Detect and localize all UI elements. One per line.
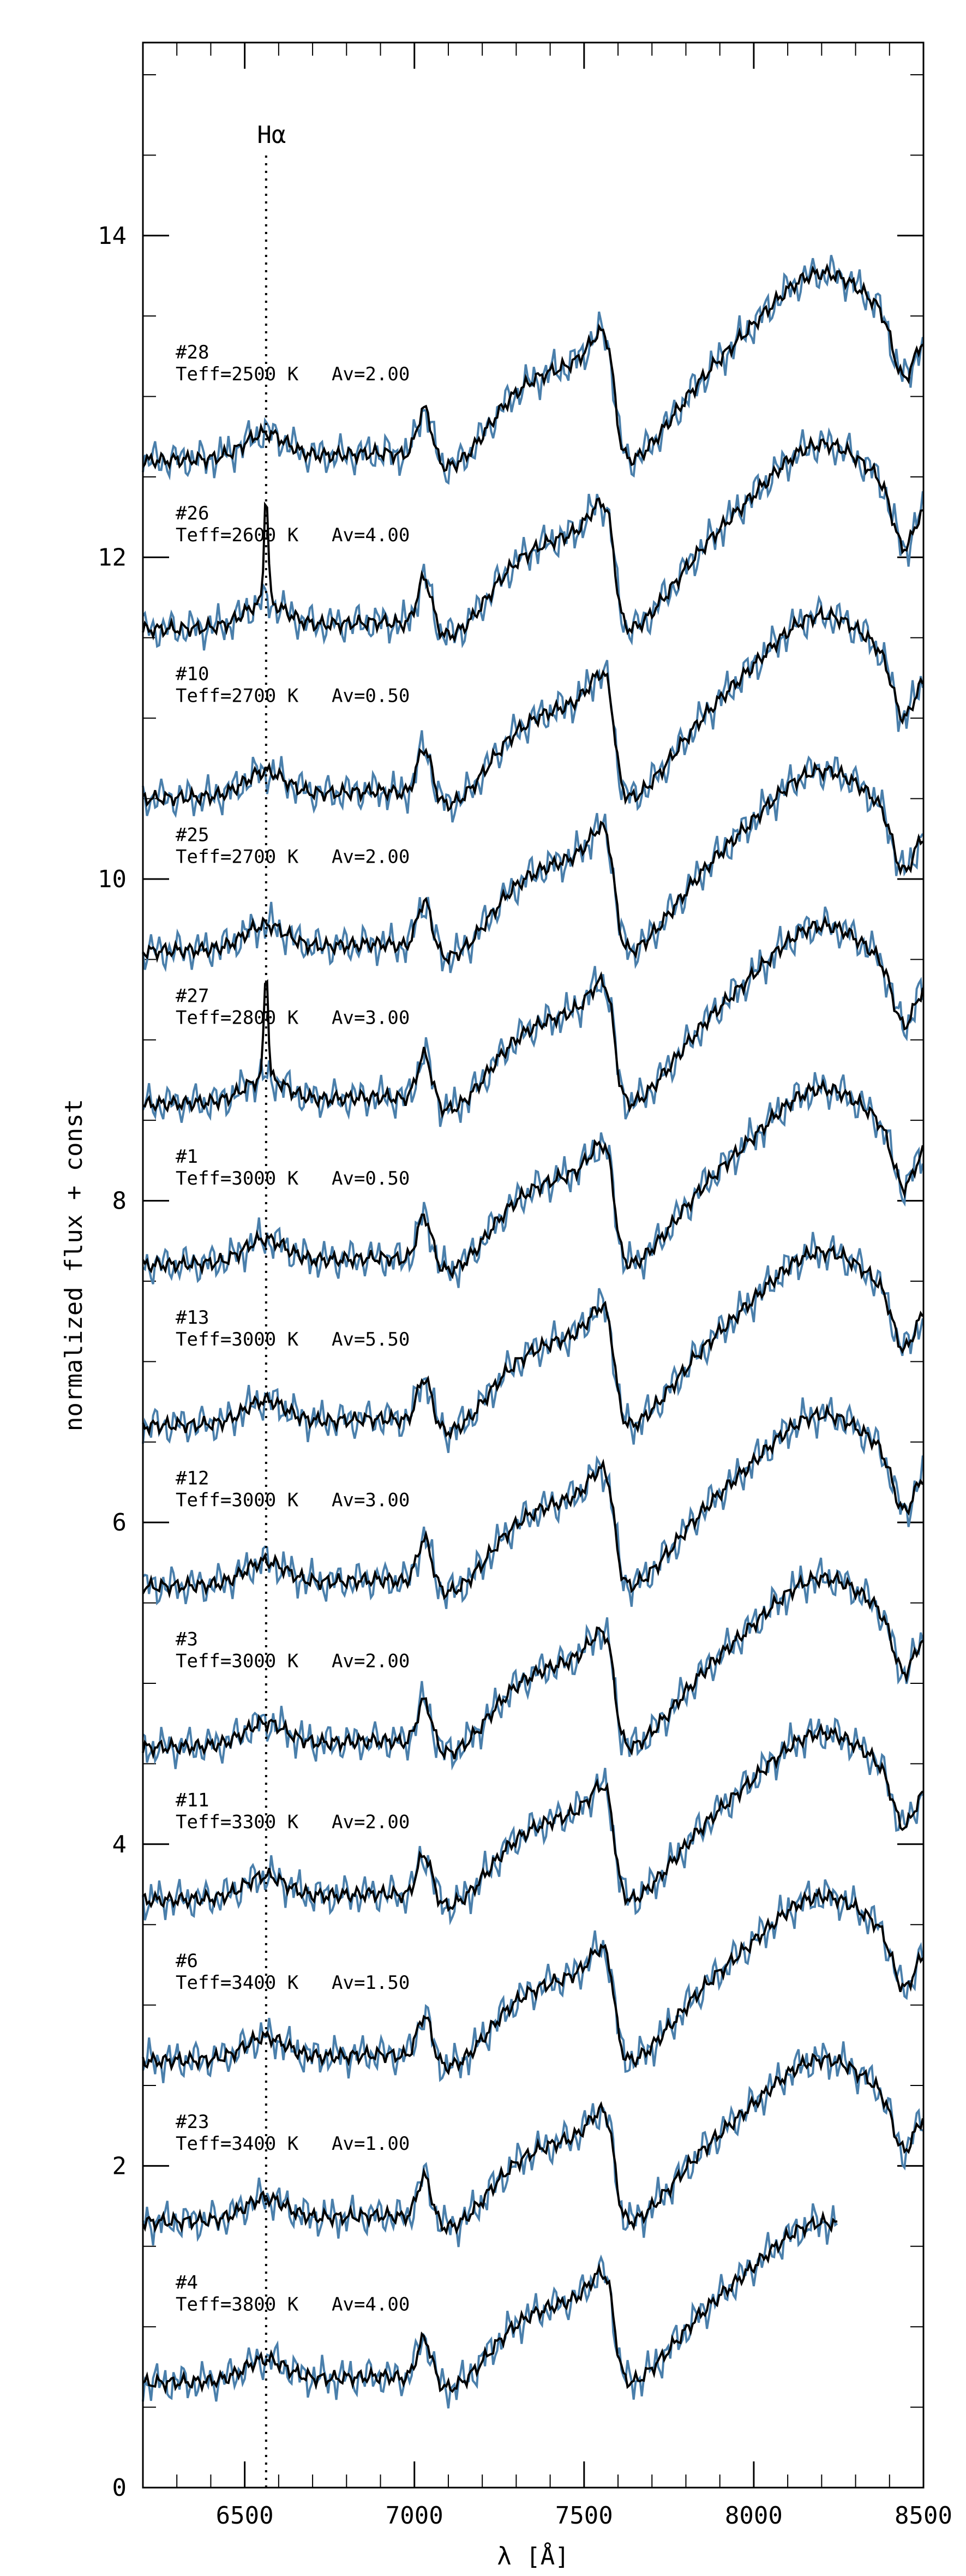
observed-spectrum-23 [142,2052,924,2236]
spectrum-id-label: #4 [176,2272,198,2294]
template-spectrum-4 [142,2203,838,2408]
spectrum-id-label: #28 [176,342,209,363]
observed-spectrum-27 [142,915,924,1119]
spectrum-teff-label: Teff=3000 K [176,1651,299,1672]
x-tick-label: 8000 [725,2502,783,2530]
observed-spectrum-4 [142,2210,838,2395]
spectrum-teff-label: Teff=3000 K [176,1329,299,1350]
spectrum-teff-label: Teff=3000 K [176,1168,299,1190]
x-tick-label: 8500 [895,2502,952,2530]
y-tick-label: 6 [112,1509,127,1537]
spectrum-id-label: #11 [176,1789,209,1811]
spectrum-av-label: Av=3.00 [332,1007,410,1029]
spectrum-av-label: Av=5.50 [332,1329,410,1350]
observed-spectrum-12 [142,1403,924,1600]
y-tick-label: 0 [112,2474,127,2502]
observed-spectrum-6 [142,1886,924,2076]
x-axis-title: λ [Å] [497,2542,569,2571]
halpha-label: Hα [257,121,286,149]
observed-spectrum-10 [142,605,924,812]
spectrum-av-label: Av=2.00 [332,846,410,868]
y-tick-label: 8 [112,1187,127,1215]
spectrum-teff-label: Teff=3400 K [176,1972,299,1994]
minor-ticks [142,43,923,2488]
x-tick-label: 7500 [555,2502,613,2530]
spectrum-teff-label: Teff=3000 K [176,1490,299,1511]
template-spectrum-10 [142,594,924,823]
spectrum-teff-label: Teff=2500 K [176,363,299,385]
spectrum-id-label: #12 [176,1468,209,1490]
observed-spectrum-13 [142,1244,924,1440]
y-tick-label: 2 [112,2152,127,2180]
spectrum-av-label: Av=2.00 [332,363,410,385]
y-tick-label: 10 [98,865,127,893]
spectrum-teff-label: Teff=3800 K [176,2294,299,2316]
spectrum-av-label: Av=0.50 [332,685,410,707]
template-spectrum-1 [142,1072,924,1288]
y-axis-title: normalized flux + const [60,1099,88,1431]
template-spectrum-25 [142,755,924,973]
y-tick-label: 14 [98,222,127,250]
y-tick-label: 4 [112,1831,127,1858]
x-tick-label: 7000 [386,2502,443,2530]
spectrum-teff-label: Teff=2700 K [176,685,299,707]
spectrum-teff-label: Teff=3400 K [176,2133,299,2155]
template-spectrum-28 [142,255,924,485]
spectrum-av-label: Av=4.00 [332,524,410,546]
spectrum-teff-label: Teff=2800 K [176,1007,299,1029]
spectrum-id-label: #26 [176,503,209,524]
observed-spectrum-3 [142,1569,924,1760]
observed-spectrum-1 [142,1078,924,1280]
spectrum-av-label: Av=1.00 [332,2133,410,2155]
spectrum-av-label: Av=1.50 [332,1972,410,1994]
template-spectrum-3 [142,1557,924,1771]
spectrum-id-label: #10 [176,664,209,685]
spectrum-id-label: #25 [176,824,209,846]
spectrum-av-label: Av=0.50 [332,1168,410,1190]
spectrum-av-label: Av=4.00 [332,2294,410,2316]
spectrum-teff-label: Teff=2700 K [176,846,299,868]
y-tick-label: 12 [98,543,127,571]
x-tick-labels: 6500 7000 7500 8000 8500 [216,2502,952,2530]
y-tick-labels: 0 2 4 6 8 10 12 14 [98,222,127,2502]
template-spectrum-27 [142,906,924,1127]
spectrum-av-label: Av=2.00 [332,1651,410,1672]
spectrum-teff-label: Teff=3300 K [176,1811,299,1833]
spectrum-teff-label: Teff=2600 K [176,524,299,546]
observed-spectrum-11 [142,1723,924,1912]
spectrum-id-label: #23 [176,2111,209,2133]
x-tick-label: 6500 [216,2502,274,2530]
plot-frame [142,41,925,2489]
spectrum-id-label: #1 [176,1146,198,1168]
observed-spectrum-26 [142,435,923,643]
spectrum-id-label: #6 [176,1950,198,1972]
spectra-group [142,255,924,2408]
spectrum-av-label: Av=2.00 [332,1811,410,1833]
spectrum-id-label: #27 [176,985,209,1007]
spectrum-id-label: #3 [176,1629,198,1651]
observed-spectrum-25 [142,761,924,966]
observed-spectrum-28 [142,262,924,474]
spectrum-id-label: #13 [176,1307,209,1329]
template-spectrum-23 [142,2041,923,2248]
spectrum-av-label: Av=3.00 [332,1490,410,1511]
